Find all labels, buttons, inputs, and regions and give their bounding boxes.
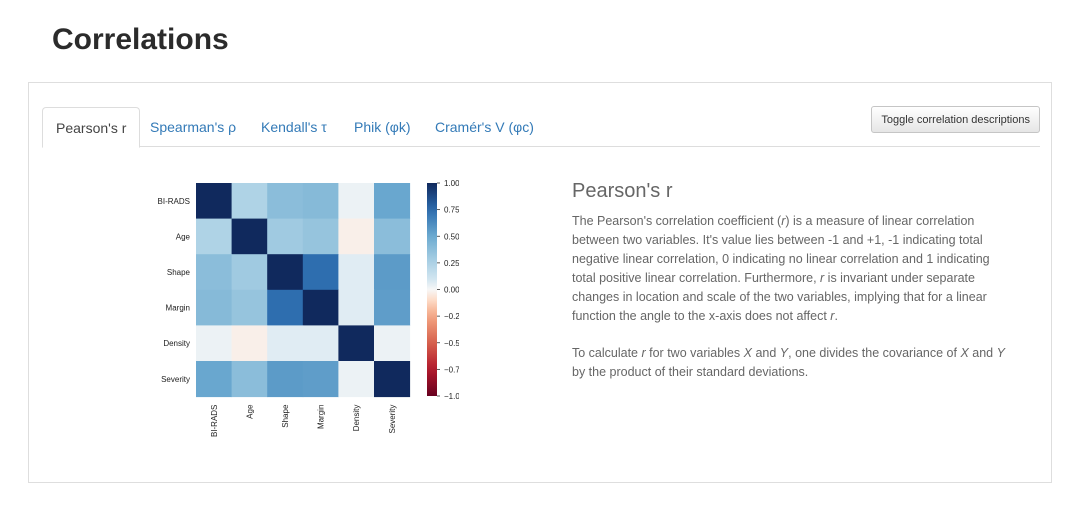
tab-kendall[interactable]: Kendall's τ [261,119,327,135]
heatmap-cell [374,361,411,398]
column-label: Shape [281,404,290,428]
correlation-heatmap: BI-RADS Age Shape Margin Density Severity BI-R… [158,179,459,437]
colorbar-tick-label: 0.25 [444,259,459,268]
column-label: BI-RADS [210,405,219,437]
heatmap-cell [374,289,411,326]
column-label: Margin [317,405,326,429]
colorbar-tick-label: −1.00 [444,392,459,401]
heatmap-cell [302,361,339,398]
heatmap-cell [374,183,411,220]
heatmap-cell [302,289,339,326]
colorbar-tick-label: 0.75 [444,206,459,215]
description-title: Pearson's r [572,180,673,202]
heatmap-cell [338,325,375,362]
description-section: Pearson's r The Pearson's correlation co… [572,178,1012,400]
heatmap-cell [267,325,304,362]
heatmap-cell [338,289,375,326]
heatmap-cell [338,183,375,220]
row-label: Margin [166,304,190,313]
heatmap-cell [196,361,233,398]
heatmap-cell [231,218,268,255]
heatmap-cell [374,254,411,291]
row-label: Shape [167,268,191,277]
column-label: Density [352,405,361,432]
heatmap-cell [231,254,268,291]
heatmap-cell [196,218,233,255]
colorbar-tick-label: −0.25 [444,312,459,321]
row-label: Age [176,232,191,241]
row-label: Density [163,339,190,348]
heatmap-cell [302,254,339,291]
colorbar-tick-label: 0.00 [444,286,459,295]
column-label: Age [245,404,254,419]
heatmap-cell [338,254,375,291]
heatmap-cell [267,218,304,255]
heatmap-cell [196,254,233,291]
heatmap-cell [338,361,375,398]
heatmap-cell [267,289,304,326]
heatmap-cell [267,254,304,291]
page-title: Correlations [52,23,229,56]
colorbar [427,183,437,396]
colorbar-tick-label: −0.75 [444,365,459,374]
heatmap-cell [196,183,233,220]
toggle-descriptions-button[interactable]: Toggle correlation descriptions [871,106,1040,133]
heatmap-cell [196,325,233,362]
heatmap-cell [338,218,375,255]
heatmap-cell [231,289,268,326]
heatmap-cell [231,361,268,398]
heatmap-cell [231,325,268,362]
tab-cramers-v[interactable]: Cramér's V (φc) [435,119,534,135]
colorbar-tick-label: −0.50 [444,339,459,348]
row-label: Severity [161,375,190,384]
description-paragraph-1: The Pearson's correlation coefficient (r… [572,214,990,323]
row-label: BI-RADS [158,197,190,206]
column-label: Severity [388,405,397,434]
heatmap-cell [374,218,411,255]
heatmap-cell [267,361,304,398]
tab-pearson[interactable]: Pearson's r [42,107,141,148]
tab-spearman[interactable]: Spearman's ρ [150,119,237,135]
heatmap-cell [196,289,233,326]
tab-phik[interactable]: Phik (φk) [354,119,411,135]
colorbar-tick-label: 1.00 [444,179,459,188]
heatmap-cell [302,218,339,255]
heatmap-cell [231,183,268,220]
heatmap-cell [374,325,411,362]
correlation-tabs: Pearson's r Spearman's ρ Kendall's τ Phi… [42,106,1040,148]
heatmap-cell [267,183,304,220]
colorbar-tick-label: 0.50 [444,232,459,241]
description-paragraph-2: To calculate r for two variables X and Y… [572,346,1005,379]
heatmap-cell [302,183,339,220]
heatmap-cell [302,325,339,362]
correlations-panel: Pearson's r Spearman's ρ Kendall's τ Phi… [28,82,1052,483]
